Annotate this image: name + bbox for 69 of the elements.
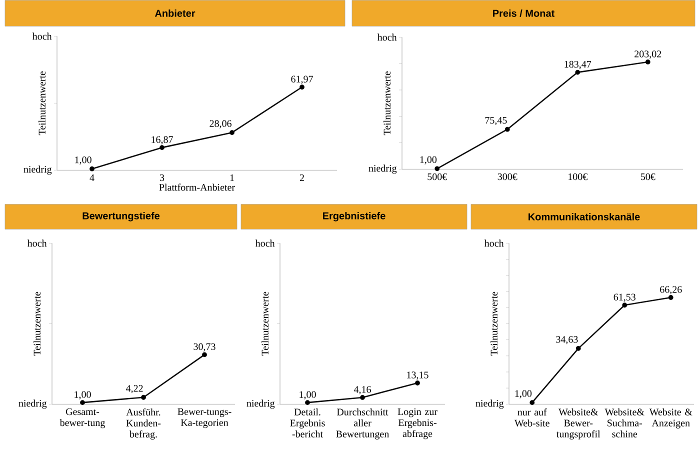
text: niedrig [476, 400, 504, 409]
x-tick-label: Login zur Ergebnis-abfrage [398, 408, 438, 440]
x-tick-label: Detail. Ergebnis -bericht [290, 408, 325, 438]
y-axis-title: Teilnutzenwerte [261, 292, 268, 356]
point [622, 302, 628, 308]
chart-title: Bewertungstiefe [82, 212, 160, 222]
text: hoch [484, 240, 504, 247]
data-label: 16,87 [152, 136, 173, 144]
x-tick-label: Bewer-tungs-Ka-tegorien [178, 408, 232, 428]
x-tick-label: Ausführ. Kunden-befrag. [126, 408, 161, 440]
data-label: 61,53 [614, 294, 636, 302]
point [90, 166, 94, 172]
data-label: 13,15 [407, 372, 428, 380]
data-label: 30,73 [194, 343, 216, 352]
x-axis-title: Plattform-Anbieter [159, 184, 235, 191]
data-label: 1,00 [515, 390, 532, 398]
point [230, 130, 234, 135]
x-tick-label: Website& Bewer-tungsprofil [556, 408, 600, 440]
x-tick-label: nur auf Web-site [514, 408, 550, 426]
x-tick-label: 1 [230, 174, 234, 181]
text: hoch [377, 34, 397, 41]
y-axis-title: Teilnutzenwerte [33, 292, 40, 356]
data-label: 1,00 [300, 391, 316, 400]
x-tick-label: Durchschnitt aller Bewertungen [336, 408, 390, 440]
text: niedrig [368, 164, 397, 174]
data-label: 183,47 [564, 60, 592, 70]
x-tick-label: 500€ [428, 173, 447, 180]
data-label: 61,97 [291, 76, 313, 84]
chart-title: Anbieter [154, 9, 196, 17]
chart-title: Kommunikationskanäle [528, 212, 640, 220]
data-label: 1,00 [74, 391, 91, 400]
point [668, 294, 674, 300]
point [504, 126, 510, 132]
x-tick-label: Website & Anzeigen [649, 408, 692, 428]
chart-title: Preis / Monat [493, 9, 554, 17]
text: niedrig [18, 400, 47, 409]
text: niedrig [246, 400, 275, 409]
data-label: 28,06 [210, 120, 232, 128]
point [645, 59, 650, 64]
chart-title: Ergebnistiefe [323, 212, 386, 222]
data-label: 1,00 [75, 156, 92, 165]
data-label: 75,45 [485, 116, 507, 126]
x-tick-label: 3 [160, 174, 164, 182]
text: niedrig [24, 166, 52, 175]
text: hoch [255, 240, 275, 247]
y-axis-title: Teilnutzenwerte [38, 71, 46, 136]
data-label: 34,63 [556, 336, 578, 344]
data-label: 1,00 [420, 156, 437, 164]
y-axis-title: Teilnutzenwerte [490, 292, 498, 356]
data-label: 203,02 [634, 50, 662, 59]
point [160, 145, 164, 150]
x-tick-label: 4 [90, 174, 94, 181]
text: hoch [32, 32, 52, 40]
point [300, 84, 304, 90]
data-label: 4,22 [126, 384, 143, 394]
y-axis-title: Teilnutzenwerte [383, 71, 390, 136]
text: hoch [27, 240, 47, 247]
point [576, 346, 581, 351]
x-tick-label: 50€ [640, 173, 656, 180]
x-tick-label: Gesamt-bewer-tung [60, 408, 105, 428]
x-tick-label: Website& Suchma-schine [604, 408, 644, 438]
x-tick-label: 2 [300, 174, 304, 181]
x-tick-label: 100€ [568, 173, 588, 180]
data-label: 66,26 [660, 286, 682, 294]
point [575, 70, 580, 75]
point [434, 166, 440, 172]
x-tick-label: 300€ [498, 173, 518, 180]
point [530, 400, 535, 405]
data-label: 4,16 [354, 386, 371, 394]
